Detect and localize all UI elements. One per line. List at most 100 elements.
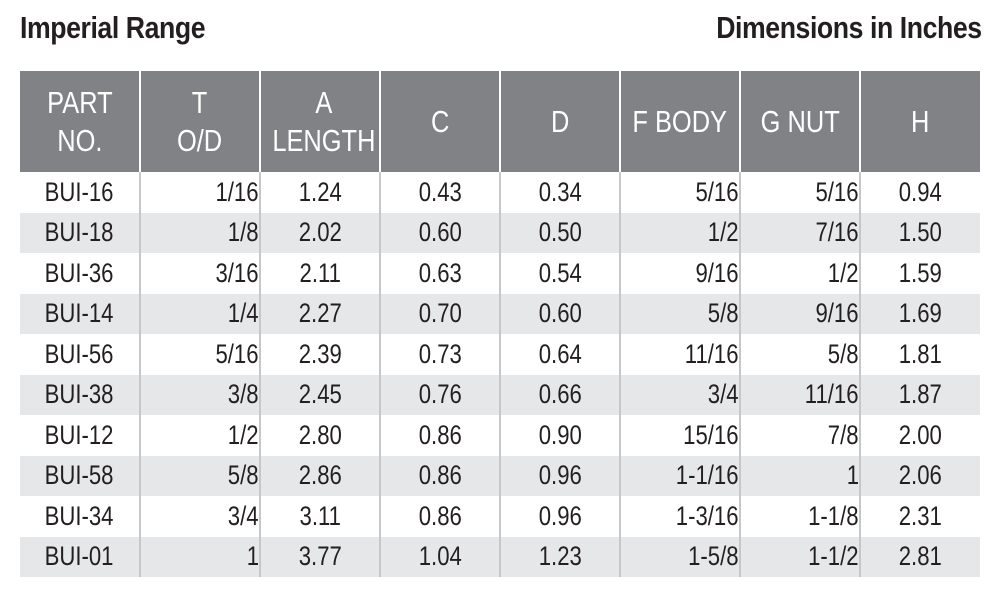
cell-f-body: 15/16 (620, 415, 741, 456)
cell-f-body: 9/16 (620, 253, 741, 294)
cell-g-nut: 1 (740, 455, 861, 496)
table-header: PART NO. T O/D A LENGTH C D F BODY G NUT… (20, 71, 980, 172)
cell-part-no: BUI-56 (20, 334, 141, 375)
cell-h: 1.87 (860, 374, 980, 415)
cell-a-length: 2.80 (260, 415, 381, 456)
col-header-c: C (380, 71, 501, 172)
cell-d: 0.66 (500, 374, 621, 415)
cell-c: 0.63 (380, 253, 501, 294)
cell-f-body: 1-3/16 (620, 496, 741, 537)
table-row: BUI-16 1/16 1.24 0.43 0.34 5/16 5/16 0.94 (20, 172, 980, 213)
cell-d: 0.64 (500, 334, 621, 375)
cell-h: 1.59 (860, 253, 980, 294)
cell-t-od: 3/16 (140, 253, 261, 294)
cell-a-length: 2.86 (260, 455, 381, 496)
table-row: BUI-34 3/4 3.11 0.86 0.96 1-3/16 1-1/8 2.31 (20, 496, 980, 537)
cell-g-nut: 7/8 (740, 415, 861, 456)
cell-f-body: 1-5/8 (620, 536, 741, 577)
table-row: BUI-56 5/16 2.39 0.73 0.64 11/16 5/8 1.81 (20, 334, 980, 375)
cell-a-length: 3.77 (260, 536, 381, 577)
cell-h: 1.50 (860, 212, 980, 253)
cell-part-no: BUI-36 (20, 253, 141, 294)
cell-part-no: BUI-01 (20, 536, 141, 577)
page-title: Imperial Range (20, 10, 206, 45)
cell-part-no: BUI-14 (20, 293, 141, 334)
cell-c: 0.73 (380, 334, 501, 375)
cell-c: 0.76 (380, 374, 501, 415)
cell-c: 1.04 (380, 536, 501, 577)
cell-a-length: 2.02 (260, 212, 381, 253)
cell-d: 0.96 (500, 455, 621, 496)
table-row: BUI-12 1/2 2.80 0.86 0.90 15/16 7/8 2.00 (20, 415, 980, 456)
cell-t-od: 1/4 (140, 293, 261, 334)
cell-t-od: 3/4 (140, 496, 261, 537)
cell-h: 2.00 (860, 415, 980, 456)
cell-g-nut: 9/16 (740, 293, 861, 334)
cell-part-no: BUI-12 (20, 415, 141, 456)
table-row: BUI-36 3/16 2.11 0.63 0.54 9/16 1/2 1.59 (20, 253, 980, 294)
cell-h: 2.81 (860, 536, 980, 577)
cell-g-nut: 11/16 (740, 374, 861, 415)
cell-t-od: 5/16 (140, 334, 261, 375)
cell-a-length: 2.27 (260, 293, 381, 334)
cell-f-body: 1-1/16 (620, 455, 741, 496)
col-header-part-no: PART NO. (20, 71, 141, 172)
cell-g-nut: 1/2 (740, 253, 861, 294)
table-row: BUI-58 5/8 2.86 0.86 0.96 1-1/16 1 2.06 (20, 455, 980, 496)
table-row: BUI-18 1/8 2.02 0.60 0.50 1/2 7/16 1.50 (20, 212, 980, 253)
table-body: BUI-16 1/16 1.24 0.43 0.34 5/16 5/16 0.94 BUI-18… (20, 172, 980, 577)
cell-h: 1.69 (860, 293, 980, 334)
cell-g-nut: 5/16 (740, 172, 861, 213)
cell-a-length: 1.24 (260, 172, 381, 213)
cell-t-od: 3/8 (140, 374, 261, 415)
cell-g-nut: 1-1/8 (740, 496, 861, 537)
cell-t-od: 5/8 (140, 455, 261, 496)
cell-c: 0.86 (380, 455, 501, 496)
col-header-f-body: F BODY (620, 71, 741, 172)
cell-h: 0.94 (860, 172, 980, 213)
table-row: BUI-01 1 3.77 1.04 1.23 1-5/8 1-1/2 2.81 (20, 536, 980, 577)
cell-d: 0.60 (500, 293, 621, 334)
col-header-d: D (500, 71, 621, 172)
cell-d: 0.90 (500, 415, 621, 456)
cell-t-od: 1/2 (140, 415, 261, 456)
col-header-a-length: A LENGTH (260, 71, 381, 172)
cell-h: 2.31 (860, 496, 980, 537)
units-note: Dimensions in Inches (716, 10, 983, 45)
cell-d: 0.50 (500, 212, 621, 253)
cell-a-length: 2.11 (260, 253, 381, 294)
cell-t-od: 1/16 (140, 172, 261, 213)
cell-a-length: 2.45 (260, 374, 381, 415)
cell-c: 0.43 (380, 172, 501, 213)
table-row: BUI-14 1/4 2.27 0.70 0.60 5/8 9/16 1.69 (20, 293, 980, 334)
cell-d: 0.34 (500, 172, 621, 213)
cell-part-no: BUI-38 (20, 374, 141, 415)
table-row: BUI-38 3/8 2.45 0.76 0.66 3/4 11/16 1.87 (20, 374, 980, 415)
cell-f-body: 5/8 (620, 293, 741, 334)
cell-part-no: BUI-34 (20, 496, 141, 537)
cell-c: 0.86 (380, 415, 501, 456)
cell-g-nut: 5/8 (740, 334, 861, 375)
cell-f-body: 3/4 (620, 374, 741, 415)
cell-part-no: BUI-16 (20, 172, 141, 213)
cell-a-length: 3.11 (260, 496, 381, 537)
col-header-t-od: T O/D (140, 71, 261, 172)
cell-f-body: 5/16 (620, 172, 741, 213)
cell-g-nut: 7/16 (740, 212, 861, 253)
cell-a-length: 2.39 (260, 334, 381, 375)
cell-d: 0.54 (500, 253, 621, 294)
col-header-h: H (860, 71, 980, 172)
cell-t-od: 1 (140, 536, 261, 577)
header-row: PART NO. T O/D A LENGTH C D F BODY G NUT… (20, 71, 980, 172)
cell-part-no: BUI-58 (20, 455, 141, 496)
cell-d: 0.96 (500, 496, 621, 537)
cell-f-body: 11/16 (620, 334, 741, 375)
cell-c: 0.60 (380, 212, 501, 253)
cell-g-nut: 1-1/2 (740, 536, 861, 577)
cell-c: 0.86 (380, 496, 501, 537)
cell-d: 1.23 (500, 536, 621, 577)
cell-h: 1.81 (860, 334, 980, 375)
dimensions-table: PART NO. T O/D A LENGTH C D F BODY G NUT… (20, 71, 980, 577)
cell-c: 0.70 (380, 293, 501, 334)
cell-t-od: 1/8 (140, 212, 261, 253)
